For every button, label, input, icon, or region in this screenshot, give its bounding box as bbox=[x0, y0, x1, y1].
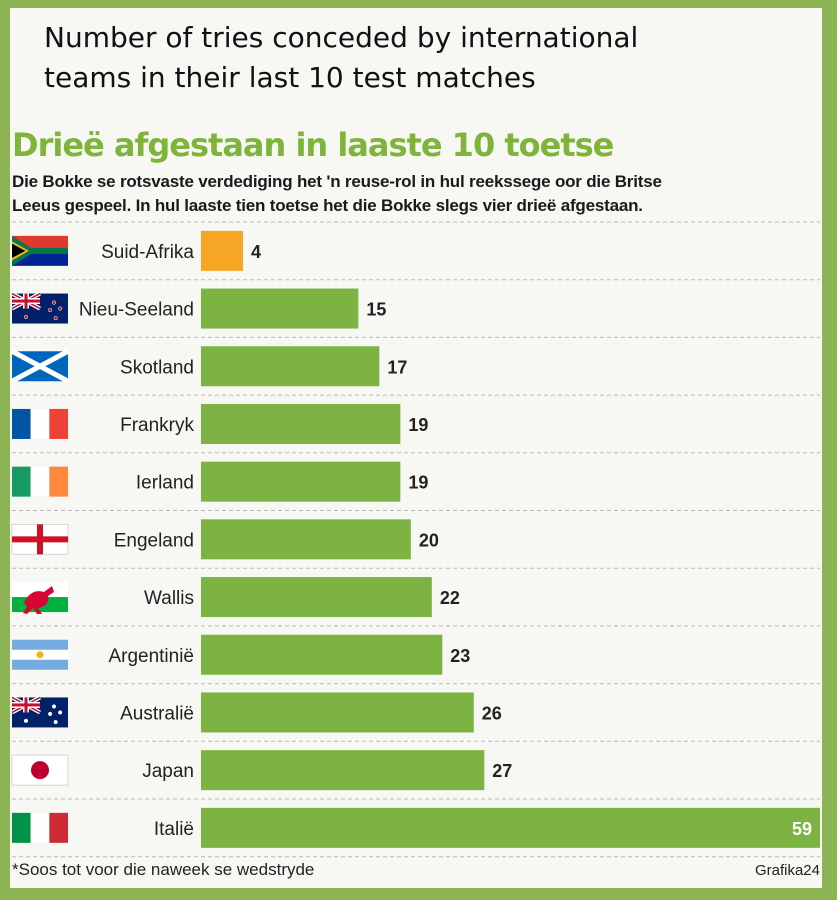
italy-flag-icon bbox=[12, 812, 68, 843]
category-label: Argentinië bbox=[108, 646, 194, 667]
scotland-flag-icon bbox=[10, 349, 70, 384]
headline: Drieë afgestaan in laaste 10 toetse bbox=[12, 126, 614, 164]
value-label: 19 bbox=[408, 415, 428, 435]
value-label: 17 bbox=[387, 357, 407, 377]
bar bbox=[201, 634, 443, 675]
chart-frame: Number of tries conceded by internationa… bbox=[10, 8, 822, 888]
bar bbox=[201, 230, 243, 271]
category-label: Engeland bbox=[114, 530, 194, 551]
category-label: Italië bbox=[154, 819, 194, 840]
value-label: 23 bbox=[450, 646, 470, 666]
france-flag-icon bbox=[12, 408, 68, 439]
bar bbox=[201, 288, 359, 329]
argentina-flag-icon bbox=[12, 639, 68, 670]
subtitle: Die Bokke se rotsvaste verdediging het '… bbox=[12, 172, 662, 215]
value-label: 27 bbox=[492, 761, 512, 781]
english-title: Number of tries conceded by internationa… bbox=[44, 21, 639, 94]
japan-flag-icon bbox=[11, 754, 69, 786]
value-label: 22 bbox=[440, 588, 460, 608]
value-label: 4 bbox=[251, 242, 261, 262]
bar bbox=[201, 750, 485, 791]
south-africa-flag-icon bbox=[12, 235, 68, 266]
bar bbox=[201, 692, 474, 733]
bar bbox=[201, 577, 432, 618]
bar bbox=[201, 807, 820, 848]
category-label: Nieu-Seeland bbox=[79, 300, 194, 321]
value-label: 19 bbox=[408, 473, 428, 493]
category-label: Suid-Afrika bbox=[101, 242, 194, 263]
england-flag-icon bbox=[11, 523, 69, 555]
ireland-flag-icon bbox=[12, 466, 68, 497]
value-label: 20 bbox=[419, 530, 439, 550]
category-label: Australië bbox=[120, 703, 194, 724]
category-label: Skotland bbox=[120, 357, 194, 378]
source-credit: Grafika24 bbox=[754, 862, 820, 879]
bar bbox=[201, 346, 380, 387]
value-label: 26 bbox=[482, 703, 502, 723]
footnote: *Soos tot voor die naweek se wedstryde bbox=[12, 860, 315, 879]
value-label: 15 bbox=[366, 300, 386, 320]
bar-chart: Suid-Afrika 4 Nieu-Seeland 15 Skotland 17 Fran… bbox=[10, 221, 820, 858]
value-label: 59 bbox=[792, 819, 812, 839]
category-label: Japan bbox=[142, 761, 194, 782]
category-label: Wallis bbox=[144, 588, 194, 609]
bar bbox=[201, 461, 401, 502]
bar bbox=[201, 403, 401, 444]
new-zealand-flag-icon bbox=[11, 291, 68, 324]
bar bbox=[201, 519, 411, 560]
australia-flag-icon bbox=[11, 695, 68, 728]
category-label: Ierland bbox=[136, 473, 194, 494]
wales-flag-icon bbox=[12, 582, 68, 615]
category-label: Frankryk bbox=[120, 415, 194, 436]
